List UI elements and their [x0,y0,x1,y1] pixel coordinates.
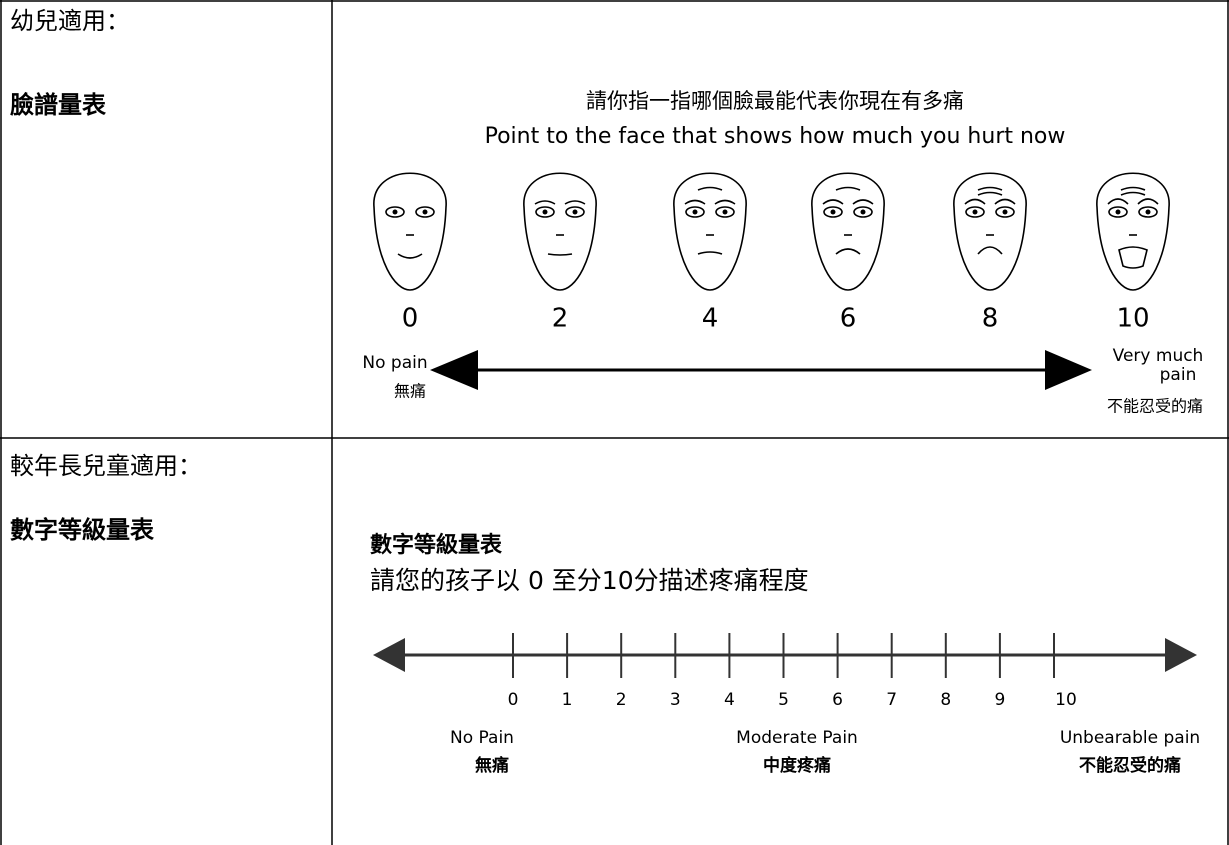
right-label: Very much [1113,346,1204,366]
face-score: 2 [552,304,569,334]
anchor-zh: 無痛 [475,755,509,776]
pupil [542,209,548,215]
mouth [547,253,573,256]
brow [994,198,1016,205]
tick-label: 1 [562,690,573,710]
tick-label: 2 [616,690,627,710]
numeric-title: 數字等級量表 [370,532,503,558]
face-outline [811,172,885,291]
face [523,172,597,291]
wrinkle [835,186,861,191]
pupil [392,209,398,215]
face-score: 6 [840,304,857,334]
eye [415,206,435,218]
numeric-line [373,638,1197,672]
pupil [722,209,728,215]
face-title: 請你指一指哪個臉最能代表你現在有多痛 [586,89,964,113]
eye [685,206,705,218]
pupil [422,209,428,215]
tick-label: 10 [1055,690,1077,710]
tick-label: 0 [508,690,519,710]
eye [823,206,843,218]
brow [964,198,986,205]
brow [714,199,736,205]
anchor-en: No Pain [450,728,514,748]
mouth [835,248,861,255]
face-outline [373,172,447,291]
pupil [692,209,698,215]
scale-name: 數字等級量表 [10,516,155,544]
brow [1137,198,1159,205]
face-outline [1096,172,1170,291]
eye [1138,206,1158,218]
row-label: 較年長兒童適用： [10,452,202,480]
brow [852,199,874,205]
right-label: 不能忍受的痛 [1107,397,1203,416]
face [373,172,447,291]
face-outline [523,172,597,291]
eye [565,206,585,218]
brow [822,199,844,205]
face [673,172,747,291]
pupil [1002,209,1008,215]
face-score: 10 [1116,304,1149,334]
mouth [397,253,423,259]
brow [1107,198,1129,205]
face-score: 4 [702,304,719,334]
face-outline [673,172,747,291]
eye [995,206,1015,218]
numeric-subtitle: 請您的孩子以 0 至分10分描述疼痛程度 [370,566,809,595]
wrinkle [977,191,1003,196]
mouth [697,251,723,255]
brow [684,199,706,205]
anchor-en: Moderate Pain [736,728,858,748]
face-subtitle: Point to the face that shows how much yo… [485,124,1066,149]
pupil [830,209,836,215]
tick-label: 8 [940,690,951,710]
scale-name: 臉譜量表 [10,91,107,119]
anchor-zh: 不能忍受的痛 [1079,755,1181,776]
brow [564,200,586,205]
pupil [572,209,578,215]
wrinkle [977,186,1003,191]
face-outline [953,172,1027,291]
row-label: 幼兒適用： [10,7,130,35]
pupil [1115,209,1121,215]
eye [535,206,555,218]
mouth [977,246,1003,255]
tick-label: 3 [670,690,681,710]
eye [1108,206,1128,218]
pupil [860,209,866,215]
face-arrow [430,350,1092,390]
tick-label: 9 [994,690,1005,710]
face-score: 0 [402,304,419,334]
right-label: pain [1160,365,1197,385]
brow [534,200,556,205]
pupil [1145,209,1151,215]
face-score: 8 [982,304,999,334]
anchor-zh: 中度疼痛 [763,755,831,776]
eye [385,206,405,218]
pupil [972,209,978,215]
tick-label: 6 [832,690,843,710]
tick-label: 5 [778,690,789,710]
face [1096,172,1170,291]
wrinkle [1120,186,1146,191]
face [811,172,885,291]
left-label: 無痛 [394,382,426,401]
eye [715,206,735,218]
tick-label: 7 [886,690,897,710]
tick-label: 4 [724,690,735,710]
eye [965,206,985,218]
face [953,172,1027,291]
wrinkle [697,186,723,191]
eye [853,206,873,218]
left-label: No pain [362,353,427,373]
mouth [1118,246,1148,269]
wrinkle [1120,191,1146,196]
anchor-en: Unbearable pain [1060,728,1200,748]
